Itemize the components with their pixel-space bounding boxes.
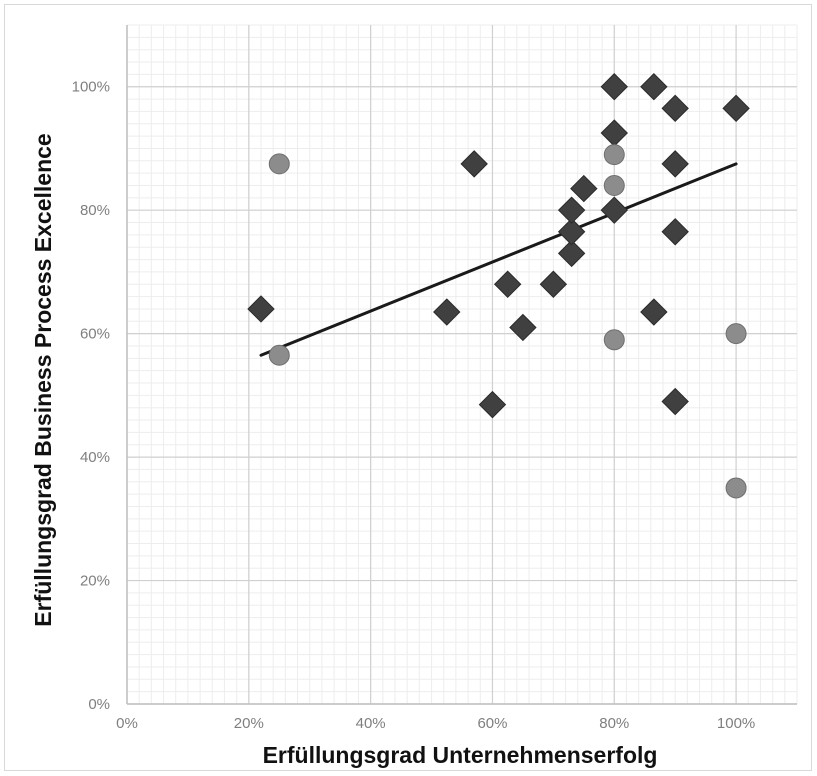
diamond-point xyxy=(722,94,750,123)
diamond-point xyxy=(247,295,275,323)
x-tick-label: 0% xyxy=(116,715,138,732)
diamond-point xyxy=(661,218,689,246)
grid xyxy=(126,24,798,705)
x-axis-title: Erfüllungsgrad Unternehmenserfolg xyxy=(263,742,658,768)
diamond-point xyxy=(460,150,488,178)
diamond-point xyxy=(661,150,689,178)
diamond-point xyxy=(661,94,689,123)
y-tick-label: 20% xyxy=(80,573,110,590)
diamond-point xyxy=(478,390,507,419)
trendline-group xyxy=(259,162,738,357)
diamond-point xyxy=(557,218,586,246)
circle-point xyxy=(268,344,290,366)
circle-point xyxy=(725,323,747,345)
diamond-point xyxy=(557,196,586,224)
circle-point xyxy=(603,174,625,196)
tick-labels: 0% 20% 40% 60% 80% 100% 0% 20% 40% 60% 80% 100% xyxy=(72,79,756,732)
y-tick-label: 80% xyxy=(80,202,110,219)
diamond-point xyxy=(600,73,628,101)
y-tick-label: 0% xyxy=(88,696,110,713)
circle-point xyxy=(603,144,625,166)
diamond-point xyxy=(493,270,522,298)
x-tick-label: 80% xyxy=(599,715,629,732)
x-tick-label: 60% xyxy=(477,715,507,732)
diamond-point xyxy=(640,298,668,326)
diamond-point xyxy=(570,174,598,203)
circle-point xyxy=(268,153,290,175)
y-tick-label: 60% xyxy=(80,326,110,343)
diamond-point xyxy=(509,313,537,342)
x-tick-label: 20% xyxy=(234,715,264,732)
diamond-point xyxy=(433,298,461,326)
x-tick-label: 100% xyxy=(717,715,755,732)
y-axis-title: Erfüllungsgrad Business Process Excellen… xyxy=(30,133,56,626)
circle-point xyxy=(603,329,625,351)
y-tick-label: 100% xyxy=(72,79,110,96)
circle-point xyxy=(725,477,747,499)
diamond-point xyxy=(557,239,586,268)
diamond-point xyxy=(600,196,628,224)
x-tick-label: 40% xyxy=(356,715,386,732)
chart-frame xyxy=(4,4,812,771)
diamond-point xyxy=(661,387,689,416)
trendline xyxy=(259,162,738,357)
y-tick-label: 40% xyxy=(80,449,110,466)
data-points xyxy=(247,73,750,499)
diamond-point xyxy=(539,270,568,298)
diamond-point xyxy=(640,73,668,101)
